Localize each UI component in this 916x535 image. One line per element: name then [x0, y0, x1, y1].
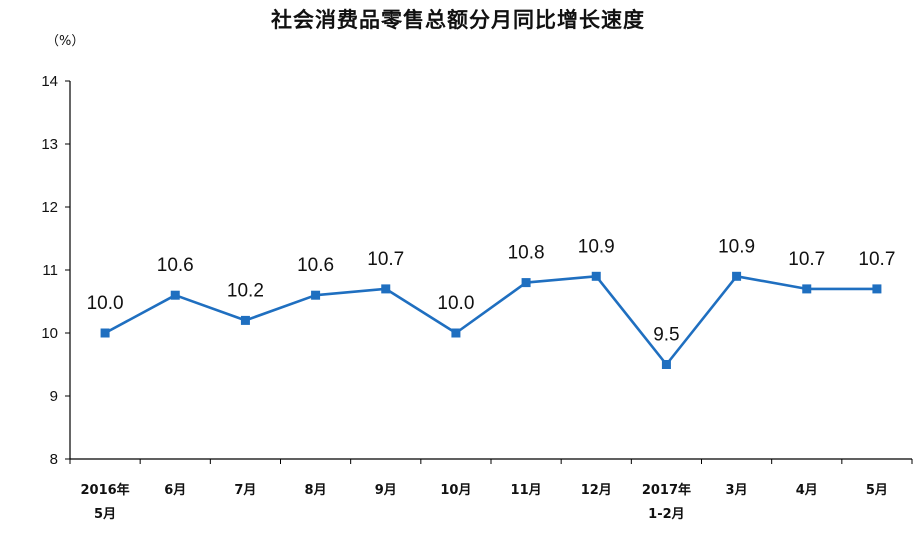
data-label: 10.6 [157, 255, 194, 276]
data-label: 10.8 [508, 243, 545, 264]
data-label: 10.0 [437, 293, 474, 314]
x-tick-label: 5月 [94, 507, 116, 522]
y-tick-label: 12 [41, 199, 58, 216]
x-tick-label: 3月 [726, 483, 748, 498]
x-tick-label: 10月 [440, 483, 471, 498]
data-label: 10.0 [87, 293, 124, 314]
x-tick-label: 7月 [234, 483, 256, 498]
data-label: 10.9 [578, 236, 615, 257]
data-series [100, 271, 882, 369]
y-tick-label: 9 [50, 388, 58, 405]
data-point-marker [591, 271, 601, 281]
data-point-marker [802, 284, 812, 294]
x-tick-label: 4月 [796, 483, 818, 498]
data-label: 10.7 [858, 249, 895, 270]
x-tick-label: 5月 [866, 483, 888, 498]
y-tick-label: 14 [41, 73, 58, 90]
y-tick-label: 10 [41, 325, 58, 342]
x-axis-ticks: 2016年 5月 6月 7月 8月 9月 10月 11月 12月 2017年 1-2月 3月 4月 5月 [69, 459, 913, 522]
data-labels: 10.0 10.6 10.2 10.6 10.7 10.0 10.8 10.9 9.5 10.9 1… [87, 236, 896, 345]
y-axis-unit-label: （%） [46, 34, 85, 49]
series-line [104, 274, 877, 366]
data-label: 10.2 [227, 280, 264, 301]
x-tick-label: 12月 [581, 483, 612, 498]
y-tick-label: 11 [42, 262, 58, 279]
data-point-marker [240, 315, 250, 325]
chart-axes [69, 81, 912, 460]
x-tick-label: 8月 [305, 483, 327, 498]
data-point-marker [100, 328, 110, 338]
data-point-marker [732, 271, 742, 281]
y-axis-ticks: 14 13 12 11 10 9 8 [41, 73, 70, 468]
y-tick-label: 8 [50, 451, 58, 468]
data-point-marker [661, 360, 671, 369]
x-tick-label: 9月 [375, 483, 397, 498]
data-point-marker [381, 284, 391, 294]
x-tick-label: 1-2月 [648, 507, 685, 522]
data-point-marker [311, 290, 321, 300]
data-label: 10.7 [367, 249, 404, 270]
data-label: 9.5 [653, 325, 679, 346]
x-tick-label: 11月 [511, 483, 542, 498]
data-label: 10.6 [297, 255, 334, 276]
data-label: 10.7 [788, 249, 825, 270]
x-tick-label: 2017年 [642, 482, 691, 498]
data-label: 10.9 [718, 236, 755, 257]
data-point-marker [170, 290, 180, 300]
x-tick-label: 2016年 [80, 482, 129, 498]
x-tick-label: 6月 [164, 483, 186, 498]
chart-title: 社会消费品零售总额分月同比增长速度 [271, 8, 645, 32]
data-point-marker [872, 284, 882, 294]
y-tick-label: 13 [41, 136, 58, 153]
data-point-marker [451, 328, 461, 338]
data-point-marker [521, 278, 531, 288]
